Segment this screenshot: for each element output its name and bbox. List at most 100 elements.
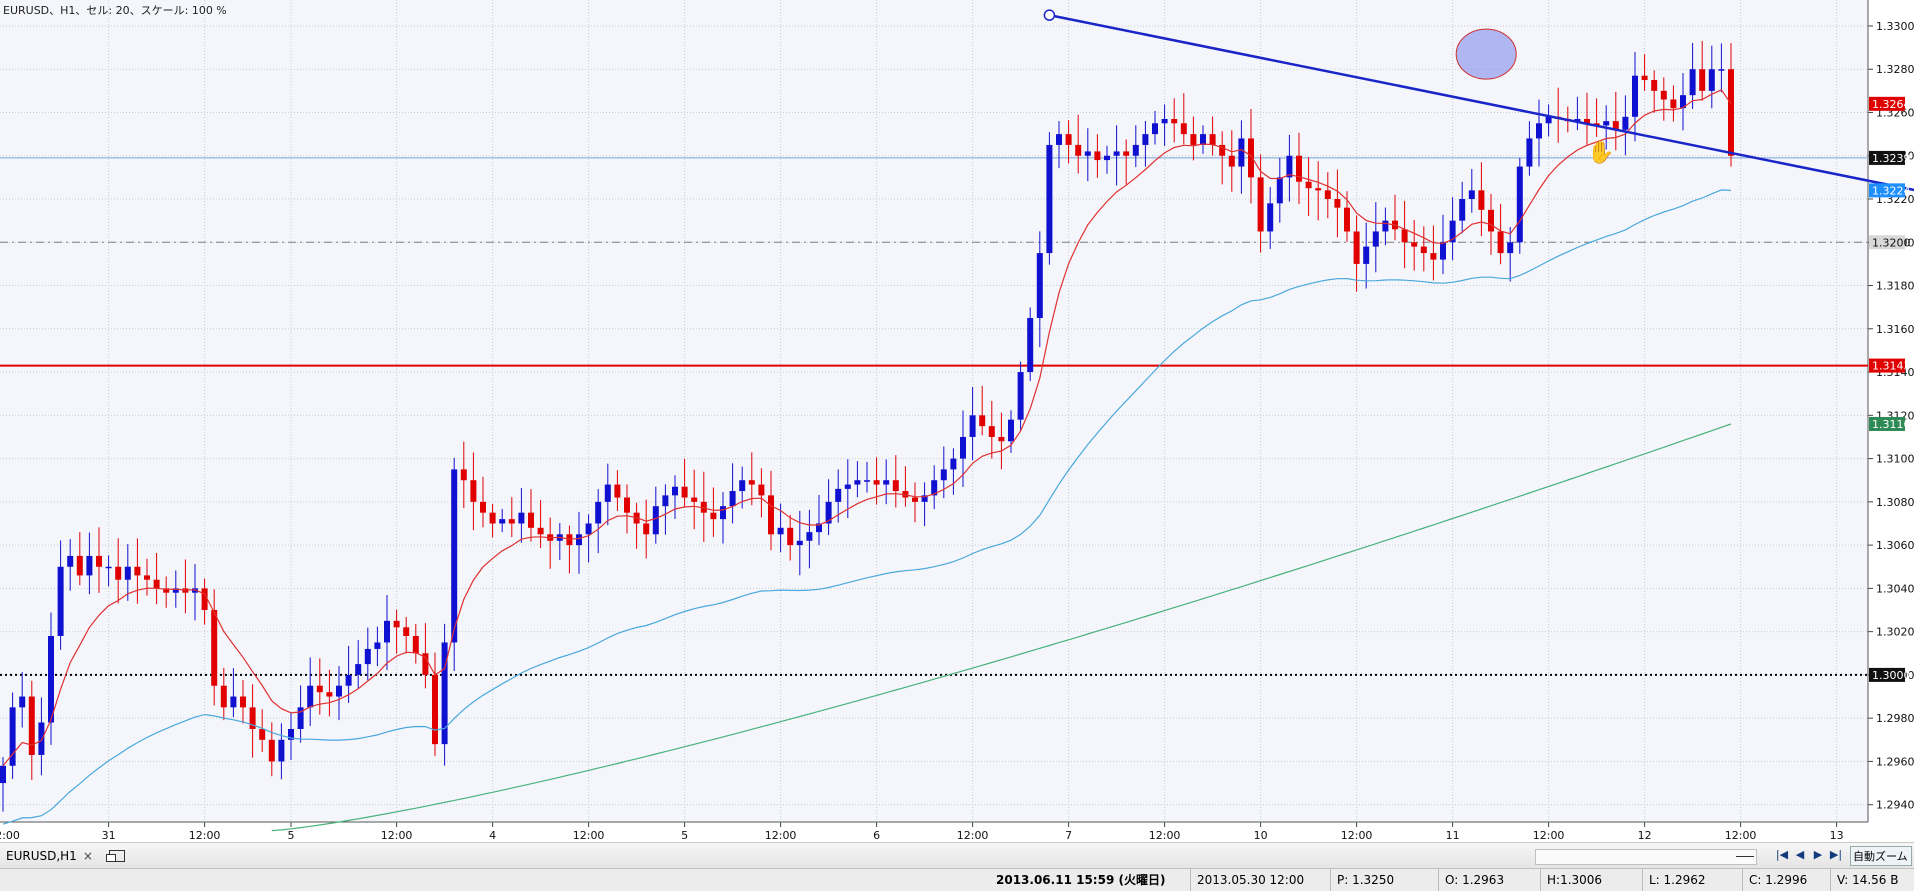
candle-body <box>518 512 525 524</box>
scroll-thumb[interactable] <box>1736 856 1754 858</box>
x-tick-label: 4 <box>489 829 496 842</box>
candle-body <box>825 501 832 524</box>
x-tick-label: 12:00 <box>957 829 989 842</box>
candle-body <box>480 501 486 513</box>
candle-body <box>1516 166 1523 243</box>
next-page-icon[interactable]: ▶ <box>1813 848 1823 861</box>
candle-body <box>364 648 371 665</box>
window-icon[interactable] <box>105 850 125 862</box>
candle-body <box>76 555 83 576</box>
candle-body <box>960 436 966 459</box>
candle-body <box>844 484 851 489</box>
auto-zoom-button[interactable]: 自動ズーム <box>1850 846 1912 866</box>
x-tick-label: 5 <box>681 829 688 842</box>
candle-body <box>1152 123 1158 135</box>
candle-body <box>1344 207 1350 232</box>
candle-body <box>9 707 16 766</box>
tab-label: EURUSD,H1 <box>6 849 77 863</box>
candle-body <box>940 469 947 481</box>
candle-body <box>758 484 765 496</box>
price-label-bg <box>1869 358 1905 373</box>
candle-body <box>816 523 822 533</box>
candle-body <box>1200 134 1206 145</box>
candle-body <box>873 480 880 485</box>
candle-body <box>374 642 381 649</box>
price-label: 1.3200 <box>1872 236 1911 249</box>
last-page-icon[interactable]: ▶| <box>1829 848 1843 861</box>
candle-body <box>700 501 707 513</box>
candle-body <box>1660 90 1667 100</box>
status-close: C: 1.2996 <box>1742 869 1830 891</box>
candle-body <box>19 696 26 708</box>
candle-body <box>614 484 621 498</box>
candle-body <box>1641 75 1648 81</box>
x-tick-label: 12:00 <box>1149 829 1181 842</box>
candle-body <box>1027 317 1034 373</box>
candle-body <box>1449 220 1456 243</box>
candle-body <box>806 532 813 541</box>
candle-body <box>537 527 544 535</box>
candle-body <box>1228 155 1235 167</box>
horizontal-scrollbar[interactable] <box>1535 849 1757 865</box>
candle-body <box>249 707 256 729</box>
y-tick-label: 1.2980 <box>1876 712 1914 725</box>
price-label-bg <box>1869 667 1905 682</box>
candle-body <box>67 555 74 567</box>
ma-slow-line <box>271 423 1732 832</box>
candle-body <box>268 739 275 762</box>
candle-body <box>921 495 928 502</box>
candle-body <box>240 696 246 708</box>
candle-body <box>1420 246 1427 254</box>
candle-body <box>528 512 534 528</box>
candle-body <box>1257 177 1264 232</box>
candle-body <box>1056 134 1062 145</box>
price-chart[interactable]: 1.33001.32801.32601.32401.32201.32001.31… <box>0 0 1914 842</box>
candle-body <box>393 620 400 628</box>
candle-body <box>307 685 314 708</box>
candle-body <box>710 512 717 520</box>
chart-tab[interactable]: EURUSD,H1 × <box>2 846 129 866</box>
candle-body <box>950 458 957 470</box>
candle-body <box>0 765 6 784</box>
candle-body <box>1161 118 1168 124</box>
time-axis <box>0 822 1868 842</box>
candle-body <box>1248 138 1254 178</box>
candle-body <box>729 491 736 507</box>
candle-body <box>48 635 54 723</box>
candle-body <box>1411 242 1418 247</box>
y-tick-label: 1.3180 <box>1876 280 1914 293</box>
status-open: O: 1.2963 <box>1438 869 1540 891</box>
first-page-icon[interactable]: |◀ <box>1775 848 1789 861</box>
highlight-ellipse <box>1455 28 1517 80</box>
candle-body <box>768 495 774 535</box>
candle-body <box>28 696 35 755</box>
candle-body <box>1171 118 1178 124</box>
candle-body <box>892 480 899 492</box>
candle-body <box>787 527 794 546</box>
candle-body <box>969 415 976 437</box>
trendline <box>1049 13 1914 192</box>
candle-body <box>902 491 909 498</box>
close-icon[interactable]: × <box>82 849 93 863</box>
x-tick-label: 10 <box>1254 829 1268 842</box>
candle-body <box>595 501 602 524</box>
candle-body <box>1468 190 1475 200</box>
candle-body <box>163 588 170 593</box>
candle-body <box>278 739 285 762</box>
candle-body <box>1545 116 1552 124</box>
candle-body <box>288 728 294 740</box>
candle-body <box>1113 151 1120 156</box>
price-label-bg <box>1869 235 1905 250</box>
candle-body <box>1459 199 1466 221</box>
x-tick-label: 7 <box>1065 829 1072 842</box>
prev-page-icon[interactable]: ◀ <box>1795 848 1805 861</box>
candle-body <box>624 497 630 513</box>
price-label-bg <box>1869 96 1905 111</box>
chart-tab-bar: EURUSD,H1 × |◀ ◀ ▶ ▶| 自動ズーム <box>0 842 1914 869</box>
candle-body <box>1651 80 1658 91</box>
ma-mid-line <box>2 189 1732 825</box>
candle-body <box>1180 123 1187 135</box>
candle-body <box>1689 69 1696 96</box>
candle-body <box>1622 116 1629 130</box>
candle-body <box>585 523 592 535</box>
